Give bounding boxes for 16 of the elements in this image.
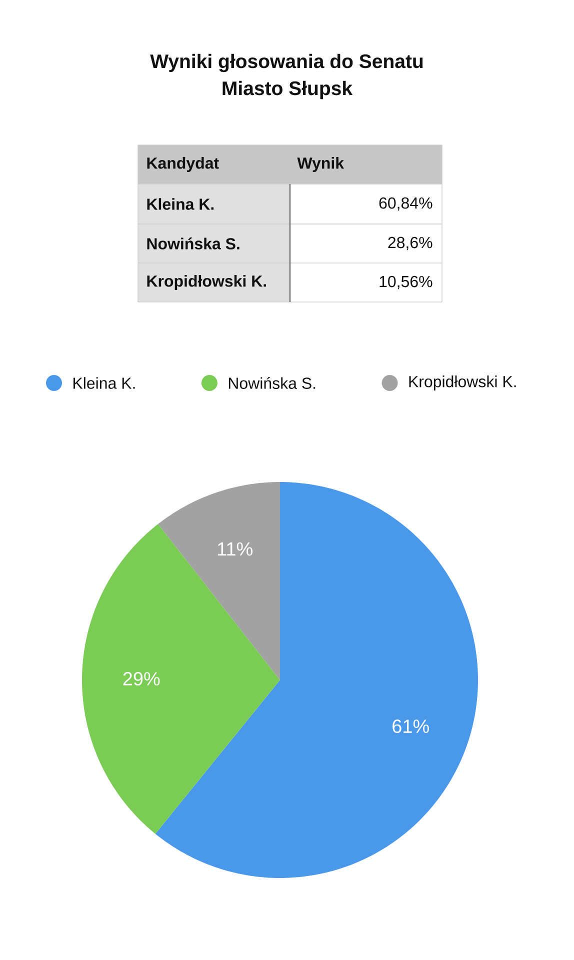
category-label: Kropidłowski K. [147, 275, 266, 290]
category-label: Nowińska S. [147, 238, 240, 250]
chart-subtitle: Miasto Słupsk [222, 80, 353, 100]
legend-label: Nowińska S. [228, 377, 316, 389]
text: 10,56% [380, 276, 432, 290]
text: Wynik [297, 157, 344, 172]
legend-label: Kleina K. [74, 377, 135, 389]
text: 28,6% [388, 236, 432, 250]
text: Kandydat [147, 157, 219, 172]
data-label: 11% [218, 542, 252, 556]
chart-title: Wyniki głosowania do Senatu [150, 54, 423, 72]
data-label: 61% [392, 720, 429, 734]
text: 60,84% [379, 197, 432, 211]
data-label: 29% [123, 672, 160, 686]
category-label: Kleina K. [147, 198, 214, 210]
legend-label: Kropidłowski K. [409, 376, 516, 390]
